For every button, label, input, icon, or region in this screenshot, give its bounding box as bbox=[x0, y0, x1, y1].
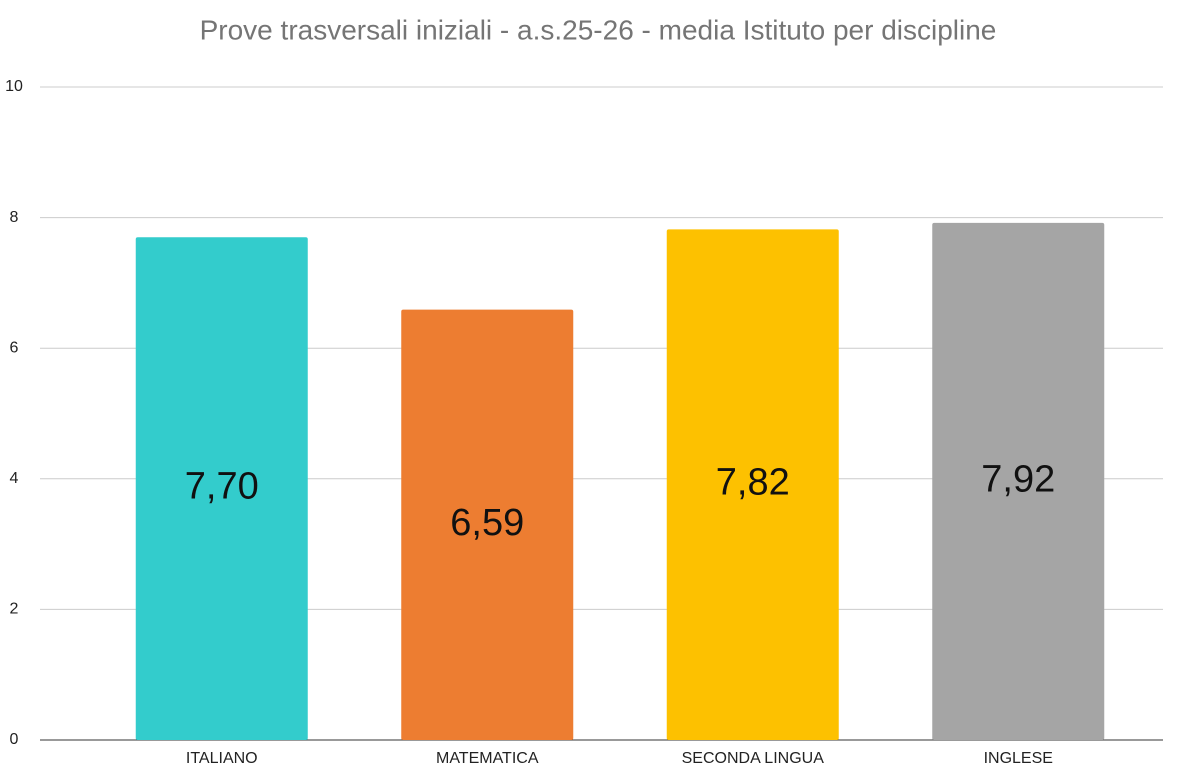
bar bbox=[135, 237, 308, 740]
y-tick-label: 0 bbox=[10, 731, 19, 748]
bar bbox=[401, 309, 574, 740]
bar bbox=[932, 222, 1105, 741]
y-tick-label: 8 bbox=[10, 209, 19, 226]
y-tick-label: 10 bbox=[5, 78, 23, 95]
data-label: 6,59 bbox=[450, 502, 524, 544]
y-tick-label: 4 bbox=[10, 470, 19, 487]
chart-title: Prove trasversali iniziali - a.s.25-26 -… bbox=[200, 14, 997, 45]
x-tick-label: SECONDA LINGUA bbox=[682, 750, 825, 767]
data-label: 7,82 bbox=[716, 462, 790, 504]
x-tick-label: ITALIANO bbox=[186, 750, 258, 767]
y-tick-label: 2 bbox=[10, 601, 19, 618]
data-label: 7,92 bbox=[981, 458, 1055, 500]
bar bbox=[666, 229, 839, 740]
x-tick-label: INGLESE bbox=[984, 750, 1053, 767]
x-tick-label: MATEMATICA bbox=[436, 750, 539, 767]
data-label: 7,70 bbox=[185, 466, 259, 508]
y-tick-label: 6 bbox=[10, 339, 19, 356]
